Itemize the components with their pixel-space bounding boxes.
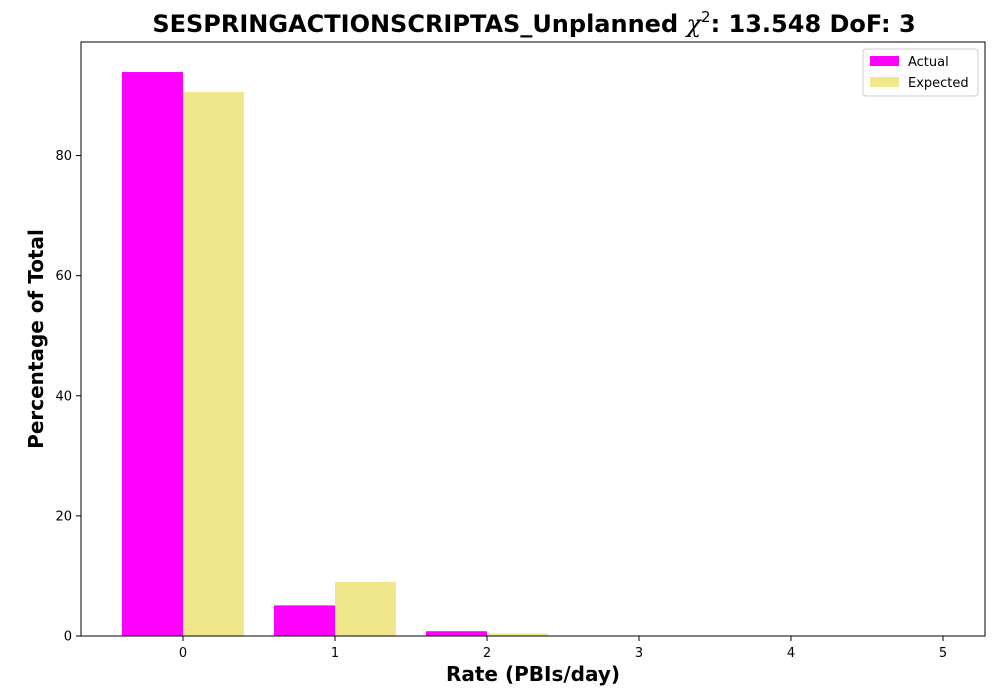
bar-actual-1 bbox=[274, 605, 335, 636]
plot-area: 0 20 40 60 80 0 1 2 3 4 5 bbox=[55, 41, 986, 661]
legend-label-actual: Actual bbox=[908, 55, 949, 70]
y-tick-label: 0 bbox=[64, 630, 72, 645]
x-tick-label: 2 bbox=[483, 646, 491, 661]
x-tick-label: 4 bbox=[787, 646, 795, 661]
y-tick-label: 40 bbox=[55, 389, 72, 404]
y-tick-label: 20 bbox=[55, 509, 72, 524]
legend: Actual Expected bbox=[862, 48, 979, 97]
chart-title-prefix: SESPRINGACTIONSCRIPTAS_Unplanned bbox=[152, 10, 686, 38]
bar-expected-1 bbox=[335, 581, 396, 636]
chart-title-chi: χ bbox=[684, 10, 702, 38]
legend-label-expected: Expected bbox=[908, 76, 969, 91]
bar-actual-0 bbox=[122, 72, 183, 636]
bar-actual-2 bbox=[426, 631, 487, 636]
y-tick-label: 80 bbox=[55, 149, 72, 164]
y-tick-label: 60 bbox=[55, 269, 72, 284]
chart-title-superscript: 2 bbox=[701, 8, 711, 26]
x-tick-label: 0 bbox=[179, 646, 187, 661]
legend-swatch-expected bbox=[870, 77, 899, 87]
chart-title: SESPRINGACTIONSCRIPTAS_Unplanned χ2: 13.… bbox=[152, 8, 915, 38]
legend-swatch-actual bbox=[870, 56, 899, 66]
x-tick-label: 3 bbox=[635, 646, 643, 661]
bar-expected-2 bbox=[487, 633, 548, 636]
bar-expected-0 bbox=[183, 91, 244, 637]
chart-title-suffix: : 13.548 DoF: 3 bbox=[711, 10, 916, 38]
x-axis-title: Rate (PBIs/day) bbox=[446, 662, 620, 686]
y-axis-title: Percentage of Total bbox=[24, 229, 48, 449]
x-tick-label: 1 bbox=[331, 646, 339, 661]
x-tick-label: 5 bbox=[939, 646, 947, 661]
plot-frame bbox=[80, 41, 986, 637]
